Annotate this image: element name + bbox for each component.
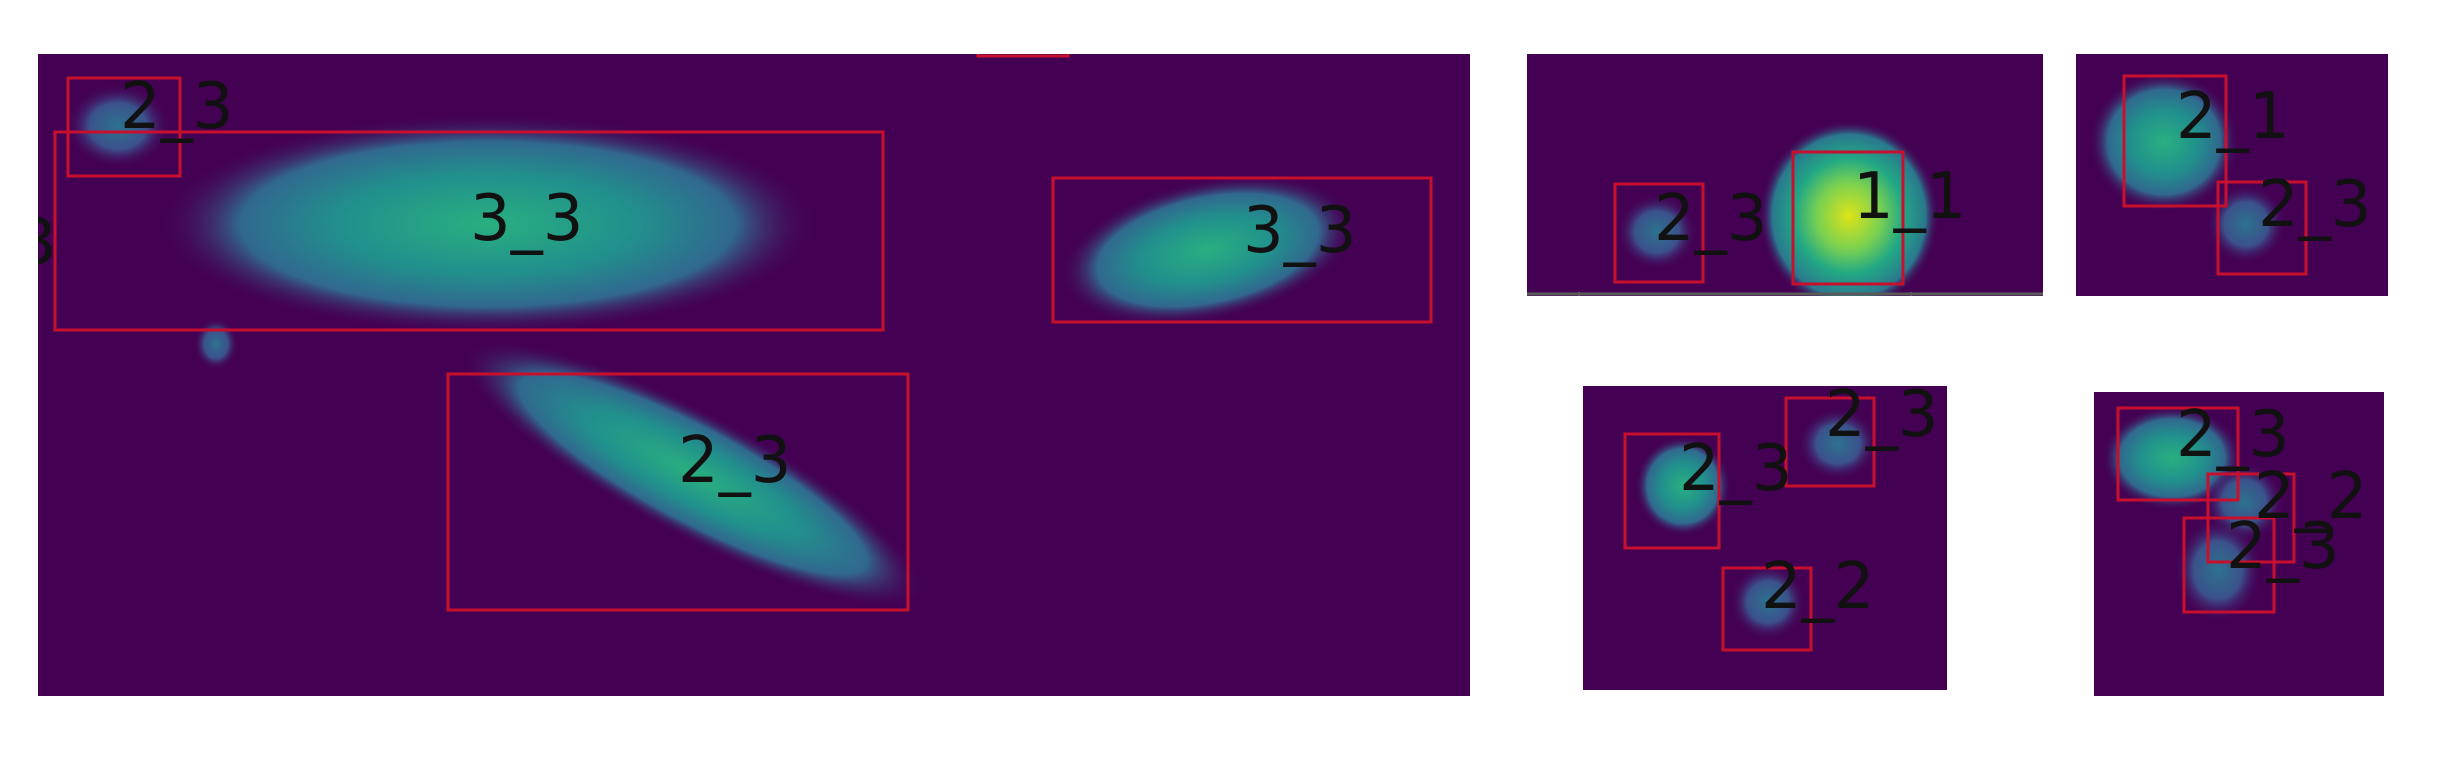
detection-label: 3_3	[470, 182, 583, 256]
detection-label: 2_3	[1825, 386, 1938, 452]
detection-label: 2_3	[120, 70, 233, 144]
detection-label: 2_3	[678, 424, 791, 498]
heatmap-2: 2_3 1_1	[1527, 54, 2043, 296]
detection-panel-1: 2_3 3_3 3_3 2_3 3	[38, 54, 1470, 696]
heatmap-4: 2_3 2_3 2_2	[1583, 386, 1947, 690]
detection-label: 2_3	[2258, 168, 2371, 242]
detection-label: 1_1	[1853, 160, 1966, 234]
heatmap-5: 2_3 2_2 2_3	[2094, 392, 2384, 696]
detection-label: 2_3	[1654, 182, 1767, 256]
detection-panel-2: 2_3 1_1	[1527, 54, 2043, 296]
heatmap-1: 2_3 3_3 3_3 2_3 3	[38, 54, 1470, 696]
detection-panel-5: 2_3 2_2 2_3	[2094, 392, 2384, 696]
detection-panel-4: 2_3 2_3 2_2	[1583, 386, 1947, 690]
detection-label: 2_1	[2176, 80, 2289, 154]
detection-label: 2_2	[1761, 550, 1874, 624]
detection-label: 2_3	[2226, 510, 2339, 584]
detection-label: 3_3	[1243, 194, 1356, 268]
faint-tail-blob	[194, 318, 238, 370]
detection-panel-3: 2_1 2_3	[2076, 54, 2388, 296]
detection-label: 2_3	[1679, 432, 1792, 506]
bounding-box-clipped	[978, 54, 1068, 56]
detection-label-clipped: 3	[38, 206, 57, 280]
heatmap-3: 2_1 2_3	[2076, 54, 2388, 296]
